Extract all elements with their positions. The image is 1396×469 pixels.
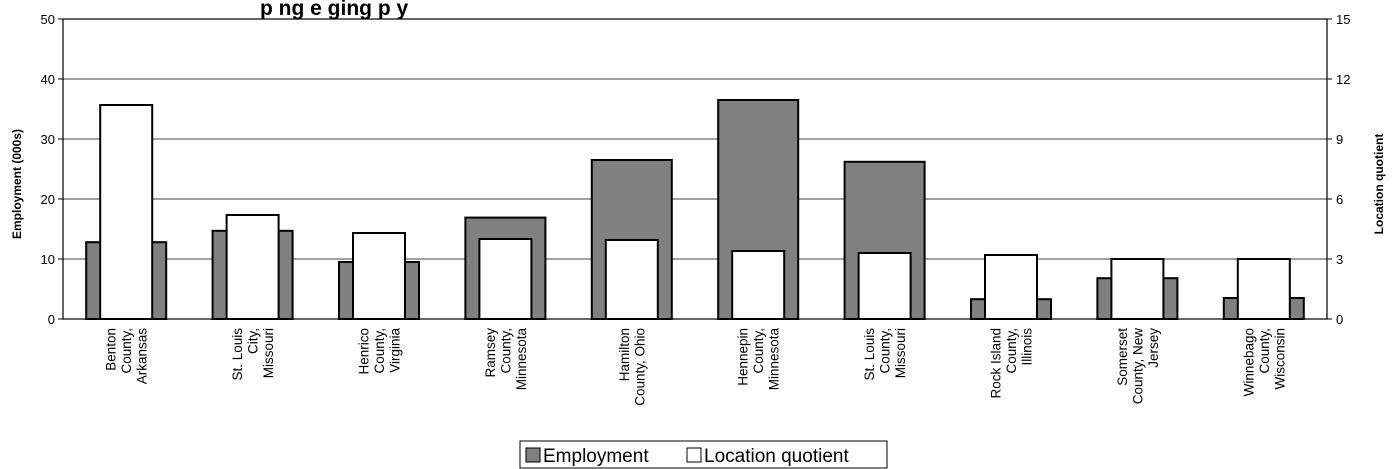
y2-tick-label: 9 [1336,132,1343,147]
bar-location-quotient [225,214,280,320]
category-label-line: Minnesota [767,328,782,391]
y2-tick-label: 0 [1336,312,1343,327]
category-label-line: County, [1257,328,1272,374]
y-tick-label: 20 [41,192,55,207]
y2-axis-title: Location quotient [1372,134,1386,235]
category-label-line: Winnebago [1241,328,1256,396]
category-label: Hennepin County, Minnesota [736,328,782,391]
category-label-line: Missouri [261,328,276,378]
y-tick-label: 50 [41,12,55,27]
y2-tick-label: 6 [1336,192,1343,207]
category-label: Rock Island County, Illinois [989,328,1035,399]
category-label-line: Jersey [1146,328,1161,368]
category-labels: Benton County, Arkansas St. Louis City, Misso… [104,328,1288,406]
category-label-line: Minnesota [514,328,529,391]
bar-location-quotient [352,232,406,320]
legend-label-location-quotient: Location quotient [704,446,849,467]
category-label: Benton County, Arkansas [104,328,150,385]
category-label-line: Virginia [388,328,403,373]
category-label: Hamilton County, Ohio [617,328,648,406]
category-label-line: Hamilton [617,328,632,381]
category-label-line: County, [498,328,513,374]
category-label: St. Louis County, Missouri [862,328,908,381]
category-label-line: County, [372,328,387,374]
bar-location-quotient [99,104,154,320]
y-tick-label: 40 [41,72,55,87]
category-label-line: County, [1004,328,1019,374]
bar-location-quotient [731,250,786,320]
legend-label-employment: Employment [543,446,649,467]
category-label-line: Benton [104,328,119,371]
y2-tick-label: 12 [1336,72,1350,87]
category-label-line: County, Ohio [633,328,648,406]
bar-location-quotient [984,254,1038,320]
category-label-line: Wisconsin [1272,328,1287,390]
category-label-line: St. Louis [862,328,877,381]
y-tick-label: 30 [41,132,55,147]
bar-location-quotient [604,239,659,320]
y-tick-label: 0 [48,312,55,327]
category-label-line: Arkansas [135,328,150,385]
legend-swatch-location-quotient [686,447,702,463]
plot-area-border [62,18,1328,320]
chart-title: p ng e ging p y [260,0,408,20]
y-tick-label: 10 [41,252,55,267]
bar-location-quotient [857,252,912,320]
bar-location-quotient [1110,258,1165,320]
bar-location-quotient [1236,258,1291,320]
y2-tick-label: 3 [1336,252,1343,267]
axes: 0 10 20 30 40 50 0 3 6 9 12 15 [41,12,1351,327]
legend-box [519,440,888,469]
category-label: Winnebago County, Wisconsin [1241,328,1287,396]
category-label-line: County, New [1130,328,1145,405]
category-label: Henrico County, Virginia [357,328,403,375]
category-label-line: Rock Island [989,328,1004,399]
category-label-line: Henrico [357,328,372,375]
bar-location-quotient [478,238,533,320]
category-label: Ramsey County, Minnesota [483,328,529,391]
y2-tick-label: 15 [1336,12,1350,27]
category-label-line: County, [751,328,766,374]
category-label-line: County, [878,328,893,374]
legend: Employment Location quotient [519,440,888,469]
category-label-line: St. Louis [230,328,245,381]
bars [85,99,1305,321]
category-label-line: Ramsey [483,328,498,378]
category-label-line: Somerset [1115,328,1130,386]
legend-swatch-employment [525,447,541,463]
y-axis-title: Employment (000s) [10,129,24,239]
category-label-line: County, [119,328,134,374]
category-label: Somerset County, New Jersey [1115,328,1161,405]
category-label-line: Hennepin [736,328,751,386]
category-label-line: Missouri [893,328,908,378]
category-label-line: Illinois [1020,328,1035,366]
category-label: St. Louis City, Missouri [230,328,276,381]
category-label-line: City, [246,328,261,354]
